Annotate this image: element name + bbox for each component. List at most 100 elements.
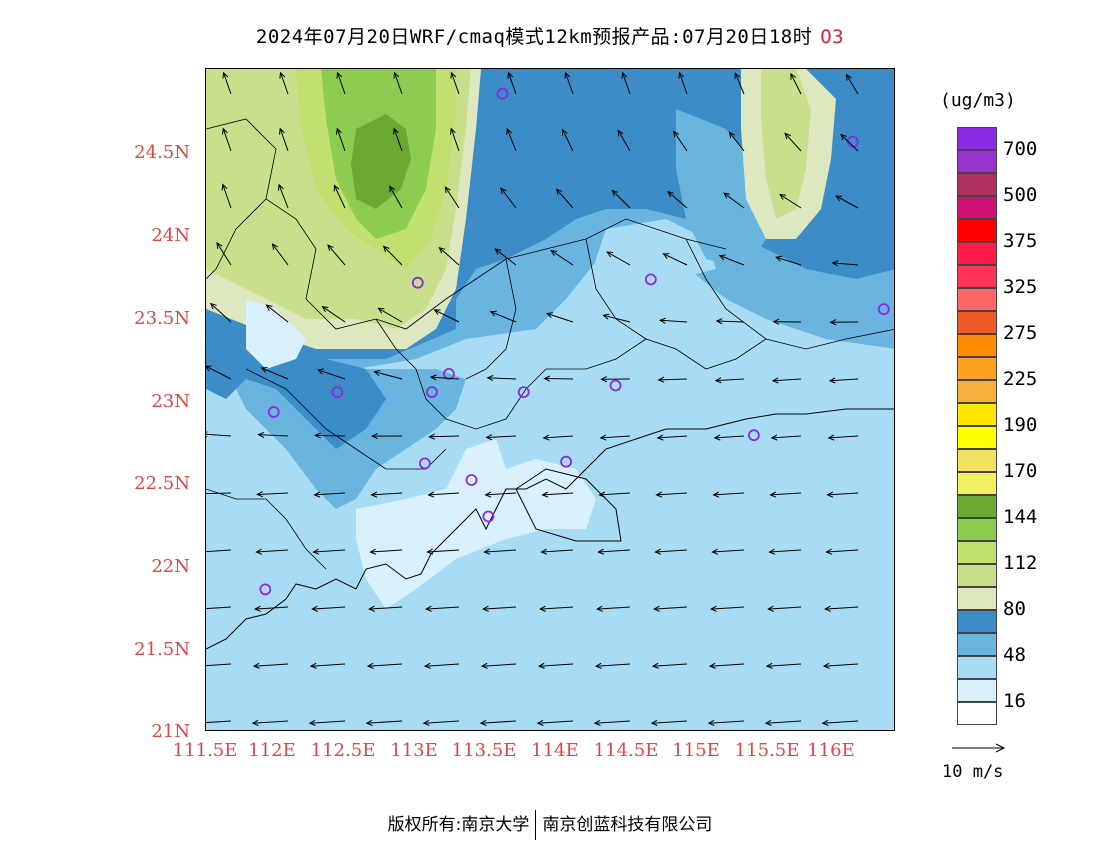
wind-vector <box>337 72 346 95</box>
wind-vector <box>480 720 517 724</box>
wind-vector <box>679 72 688 95</box>
wind-vector-head <box>252 662 260 669</box>
wind-vector-head <box>312 548 320 555</box>
wind-vector-head <box>831 260 839 267</box>
o3-band-ne-green <box>761 69 811 219</box>
footer-separator <box>535 810 537 840</box>
wind-vector-head <box>311 605 318 612</box>
wind-vector-head <box>422 719 430 726</box>
wind-vector <box>210 303 232 323</box>
wind-vector-head <box>507 71 514 79</box>
wind-vector-head <box>222 71 229 79</box>
monitor-site-marker <box>465 474 478 486</box>
wind-vector-head <box>617 129 624 137</box>
monitor-site-marker <box>331 386 344 399</box>
wind-vector-head <box>450 71 457 79</box>
wind-vector <box>429 435 460 438</box>
wind-vector <box>541 549 574 553</box>
wind-vector <box>383 246 403 266</box>
wind-vector-head <box>658 317 666 324</box>
lon-label-111-5: 111.5E <box>172 740 238 761</box>
wind-vector-head <box>779 193 787 200</box>
wind-vector <box>434 309 460 323</box>
wind-key-arrow <box>952 743 1006 753</box>
wind-vector-head <box>373 370 381 376</box>
wind-vector <box>222 184 232 209</box>
wind-vector-head <box>371 433 378 440</box>
wind-vector-head <box>714 377 722 384</box>
wind-vector-head <box>500 187 507 195</box>
wind-vector <box>673 131 688 152</box>
lat-label-21-5: 21.5N <box>134 639 190 660</box>
legend-swatch <box>957 311 997 334</box>
legend-swatch <box>957 242 997 265</box>
wind-vector-head <box>321 305 329 313</box>
wind-vector <box>394 72 403 95</box>
lat-label-21: 21N <box>151 721 190 742</box>
wind-vector-head <box>764 719 772 726</box>
wind-vector-head <box>770 434 778 441</box>
wind-vector-head <box>368 605 375 612</box>
legend-label: 144 <box>1003 506 1038 528</box>
wind-vector <box>595 663 631 667</box>
wind-key-label: 10 m/s <box>942 762 1004 782</box>
wind-vector-head <box>541 491 549 498</box>
wind-vector-head <box>826 491 834 498</box>
legend-label: 325 <box>1003 276 1038 298</box>
wind-vector-head <box>279 71 286 79</box>
lon-label-115-5: 115.5E <box>734 740 800 761</box>
wind-vector <box>223 72 232 95</box>
wind-vector-head <box>545 312 554 318</box>
wind-vector <box>317 369 346 380</box>
wind-vector-head <box>393 127 399 135</box>
wind-vector-head <box>483 548 491 555</box>
wind-vector <box>333 185 346 209</box>
legend-swatch <box>957 334 997 357</box>
wind-vector <box>775 256 802 266</box>
wind-vector-head <box>423 662 431 669</box>
wind-vector-head <box>784 132 791 140</box>
wind-vector-head <box>845 73 852 81</box>
lon-label-113: 113E <box>390 740 438 761</box>
wind-vector-head <box>309 662 317 669</box>
wind-vector <box>597 606 631 610</box>
wind-vector <box>378 307 403 323</box>
legend-label: 48 <box>1003 644 1026 666</box>
wind-vector-head <box>479 719 487 726</box>
wind-vector <box>508 72 517 95</box>
wind-vector <box>451 72 460 95</box>
wind-vector-head <box>600 376 608 383</box>
wind-vector <box>826 549 859 553</box>
monitor-site-marker <box>496 87 509 100</box>
wind-vector <box>314 492 346 496</box>
o3-band-64-80-west <box>206 339 386 449</box>
wind-vector <box>835 195 859 209</box>
chart-title: 2024年07月20日WRF/cmaq模式12km预报产品:07月20日18时 O… <box>0 22 1100 49</box>
legend-units: (ug/m3) <box>940 90 1016 111</box>
wind-vector-head <box>597 548 605 555</box>
wind-vector-head <box>651 662 659 669</box>
monitor-site-marker <box>267 406 280 418</box>
wind-vector-head <box>771 377 779 384</box>
wind-vector <box>611 190 631 209</box>
lon-label-112: 112E <box>248 740 296 761</box>
wind-vector-head <box>254 605 261 612</box>
monitor-site-marker <box>411 276 424 289</box>
legend-swatch <box>957 702 997 725</box>
wind-vector-head <box>480 662 488 669</box>
wind-vector <box>550 250 574 266</box>
wind-vector-head <box>539 605 546 612</box>
wind-vector-head <box>821 719 829 726</box>
o3-band-16-32-b <box>246 299 306 369</box>
wind-vector-head <box>393 71 400 79</box>
lat-label-24-5: 24.5N <box>134 142 190 163</box>
monitor-site-marker <box>560 455 573 468</box>
legend-swatch <box>957 403 997 426</box>
wind-vector <box>712 549 745 553</box>
wind-vector-head <box>718 254 726 261</box>
wind-vector <box>772 378 802 382</box>
wind-vector <box>272 243 289 266</box>
wind-vector <box>832 262 859 266</box>
wind-vector-head <box>769 491 777 498</box>
wind-vector-head <box>602 313 610 320</box>
